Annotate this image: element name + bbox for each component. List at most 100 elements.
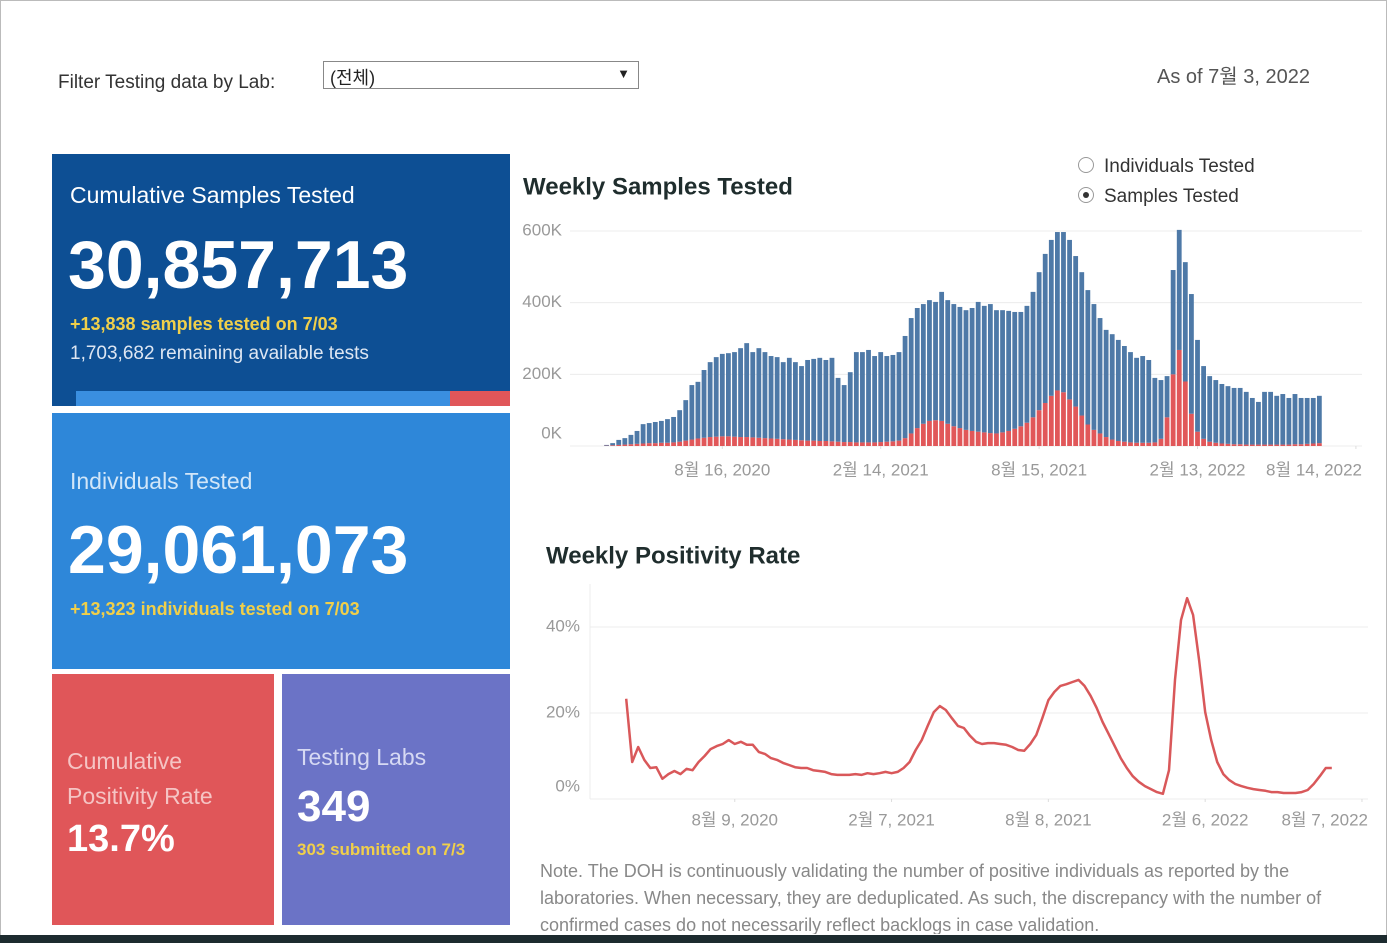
bar-segment [634,430,640,444]
bar-segment [1225,443,1231,446]
x-tick-label: 2월 14, 2021 [833,460,929,479]
card-title: Cumulative Positivity Rate [67,748,213,809]
card-value: 13.7% [67,818,175,860]
bar-segment [1012,311,1018,429]
card-value: 29,061,073 [68,512,409,588]
bar-segment [1042,253,1048,403]
x-tick-label: 2월 7, 2021 [848,810,935,829]
bar-segment [987,433,993,446]
bar-segment [878,442,884,446]
card-detail: +13,323 individuals tested on 7/03 [70,599,360,619]
line [624,596,1332,796]
x-tick-label: 8월 8, 2021 [1005,810,1092,829]
bar-segment [1158,380,1164,439]
note: Note. The DOH is continuously validating… [540,861,1322,934]
bar-segment [616,439,622,445]
bar-segment [933,420,938,446]
bar-segment [890,441,896,446]
bar-segment [677,410,683,442]
bar-segment [1280,394,1286,445]
bar-segment [1207,376,1213,442]
bar-segment [1030,291,1036,418]
bar-segment [951,304,957,427]
bar-segment [1201,366,1206,439]
bar-segment [646,423,652,444]
bar-segment [1310,397,1316,444]
card-value: 30,857,713 [68,227,409,303]
bar-segment [1152,442,1158,446]
bar-segment [860,442,865,446]
bar-segment [799,440,804,446]
bar-segment [762,352,768,439]
bar-segment [1109,439,1115,446]
bar-segment [1164,417,1170,446]
bar-segment [1274,444,1280,446]
x-tick-label: 8월 16, 2020 [674,460,770,479]
bar-segment [1109,334,1115,440]
bar-segment [908,433,914,446]
bar-segment [945,300,951,424]
bar-segment [671,416,676,443]
bar-segment [829,357,835,442]
bar-segment [908,318,914,434]
lab-select[interactable]: (전체) ▼ [323,61,639,89]
bar-segment [1128,442,1133,446]
card-detail: +13,838 samples tested on 7/03 [70,314,338,334]
y-tick-label: 0% [555,776,580,795]
bar-segment [1268,391,1274,445]
bar-segment [1048,395,1054,446]
y-tick-label: 600K [522,220,562,239]
bar-segment [890,354,896,442]
bar-segment [1115,440,1121,446]
bar-segment [695,438,701,446]
card-title: Testing Labs [297,744,427,770]
bar-segment [744,343,750,438]
bar-segment [1146,359,1152,443]
bar-segment [957,306,963,429]
bar-segment [1097,318,1103,434]
bar-segment [646,443,652,446]
radio-option[interactable]: Samples Tested [1078,186,1239,208]
bar-segment [1262,444,1267,446]
bar-segment [872,442,878,446]
bar-segment [1048,239,1054,396]
bar-segment [1176,349,1182,446]
bar-segment [1286,397,1292,445]
bar-segment [1249,397,1255,445]
bar-segment [847,442,853,446]
bar-segment [1061,392,1066,446]
bar-segment [927,300,932,421]
bar-segment [1182,381,1188,446]
bar-segment [1316,395,1322,444]
bar-segment [732,436,737,446]
bar-segment [951,426,957,446]
bar-segment [750,352,756,438]
bar-segment [1243,391,1249,445]
bar-segment [1024,305,1030,423]
bar-segment [1085,290,1091,425]
bar-segment [689,439,695,446]
radio-option[interactable]: Individuals Tested [1078,156,1255,178]
y-tick-label: 400K [522,292,562,311]
bar-segment [786,439,792,446]
bar-segment [652,443,658,446]
bar-segment [987,304,993,434]
bar-segment [1085,424,1091,446]
bar-segment [884,441,890,446]
bar-segment [701,370,707,438]
filter-label: Filter Testing data by Lab: [58,72,276,93]
bar-segment [683,400,689,441]
bar-segment [628,444,634,446]
bar-segment [902,335,908,439]
bar-segment [805,440,810,446]
y-tick-label: 40% [546,616,580,635]
bar-segment [835,377,841,442]
bar-segment [1189,413,1194,446]
bar-segment [713,357,719,437]
bar-segment [1207,441,1213,446]
bar-segment [963,310,969,430]
select-value: (전체) [330,68,376,88]
bar-segment [981,432,987,446]
bar-segment [1042,402,1048,446]
bar-segment [1316,443,1322,446]
